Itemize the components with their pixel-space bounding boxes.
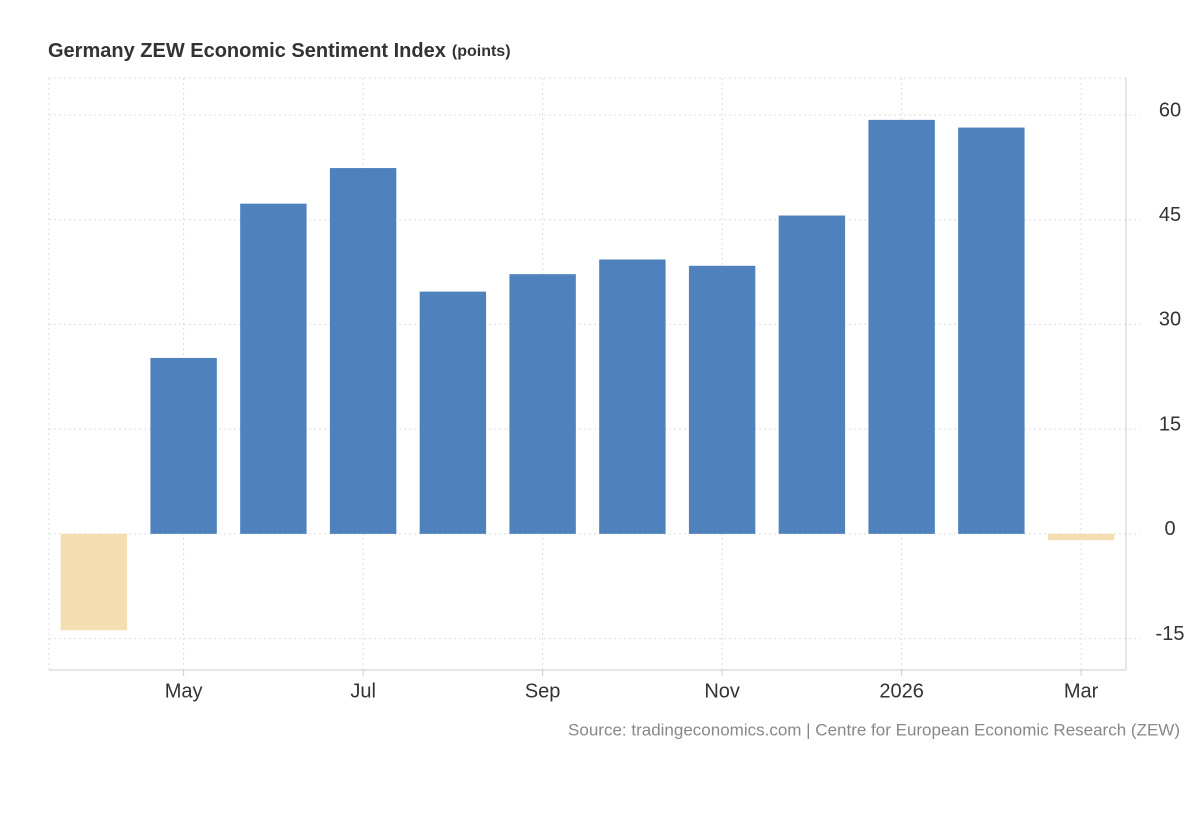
y-tick-label: 15	[1159, 413, 1181, 435]
bar	[419, 291, 487, 534]
x-tick-label: Mar	[1064, 680, 1099, 702]
bar	[240, 203, 307, 534]
title-text: Germany ZEW Economic Sentiment Index	[48, 40, 446, 62]
x-tick-label: Nov	[704, 680, 740, 702]
bar	[868, 119, 935, 534]
source: Source: tradingeconomics.com | Centre fo…	[568, 720, 1180, 739]
y-tick-label: 30	[1159, 309, 1181, 331]
x-tick-label: May	[165, 680, 203, 702]
bar	[778, 215, 846, 534]
y-tick-label: -15	[1156, 623, 1185, 645]
bar	[958, 127, 1025, 534]
chart-title: Germany ZEW Economic Sentiment Index (poi…	[48, 40, 511, 62]
y-tick-label: 0	[1164, 518, 1175, 540]
x-tick-label: Jul	[350, 680, 376, 702]
bar	[329, 168, 397, 534]
bar	[150, 357, 217, 534]
y-tick-label: 45	[1159, 204, 1181, 226]
bar	[599, 259, 666, 534]
unit: (points)	[452, 43, 511, 60]
y-tick-label: 60	[1159, 99, 1181, 121]
bar	[1047, 533, 1115, 541]
x-tick-label: 2026	[879, 680, 924, 702]
bar	[509, 274, 576, 534]
x-tick-label: Sep	[525, 680, 561, 702]
bar	[688, 265, 756, 534]
bar	[60, 533, 128, 631]
